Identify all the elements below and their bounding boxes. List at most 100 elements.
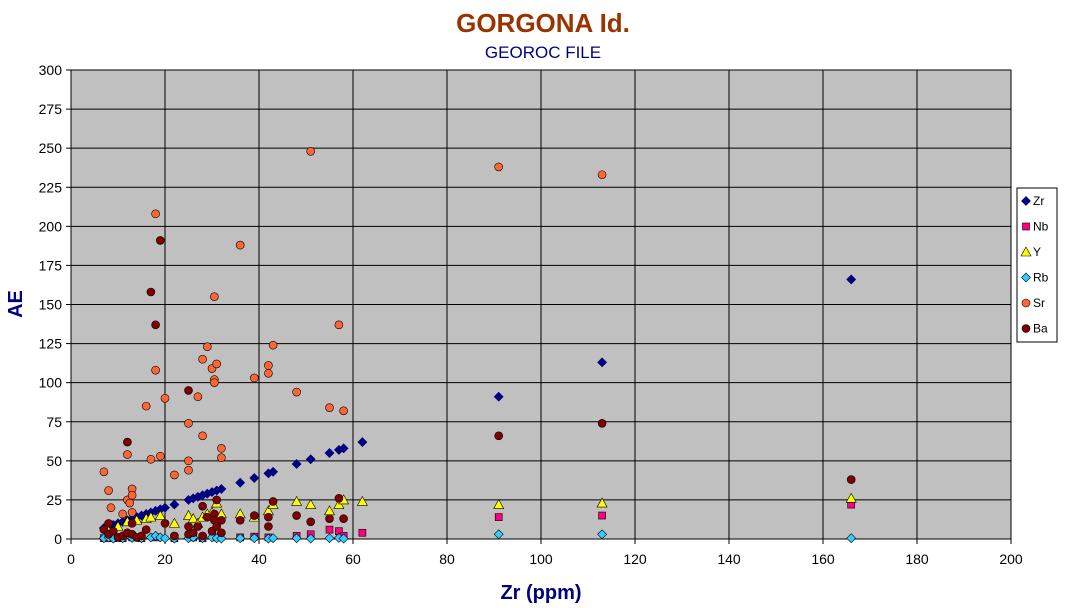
point-rb — [160, 533, 170, 544]
point-ba — [109, 526, 118, 536]
point-rb — [846, 533, 857, 544]
point-sr — [193, 392, 203, 402]
point-sr — [292, 387, 301, 397]
point-ba — [494, 431, 504, 441]
legend-marker-ba — [1021, 324, 1031, 333]
point-zr — [235, 477, 246, 488]
point-sr — [334, 320, 344, 330]
point-ba — [264, 512, 273, 522]
point-sr — [210, 292, 219, 301]
point-ba — [170, 531, 179, 541]
legend-marker-rb — [1021, 272, 1031, 283]
point-sr — [494, 162, 504, 172]
point-sr — [104, 486, 113, 495]
point-nb — [598, 511, 606, 520]
x-tick-label: 120 — [623, 551, 647, 567]
y-axis-label: AE — [5, 290, 27, 318]
x-tick-label: 100 — [529, 551, 553, 567]
point-sr — [217, 453, 226, 463]
point-sr — [264, 361, 273, 370]
point-sr — [212, 359, 221, 369]
point-ba — [846, 475, 856, 484]
point-rb — [268, 533, 279, 544]
y-tick-label: 50 — [46, 453, 62, 469]
point-zr — [357, 437, 368, 447]
point-y — [356, 495, 368, 506]
point-ba — [146, 287, 156, 297]
point-ba — [250, 511, 259, 520]
point-y — [145, 511, 157, 522]
point-rb — [493, 529, 504, 540]
point-zr — [160, 502, 170, 513]
point-rb — [338, 533, 349, 544]
point-sr — [235, 240, 245, 250]
legend-marker-zr — [1021, 196, 1031, 206]
point-ba — [188, 528, 198, 538]
point-rb — [235, 533, 246, 544]
series-y — [103, 492, 857, 536]
point-sr — [210, 378, 219, 387]
point-rb — [249, 533, 260, 544]
point-zr — [305, 454, 316, 465]
point-ba — [334, 494, 344, 503]
point-y — [154, 509, 166, 520]
x-tick-label: 200 — [999, 551, 1023, 567]
legend-label-ba: Ba — [1033, 322, 1048, 336]
chart-subtitle: GEOROC FILE — [485, 43, 601, 62]
point-ba — [151, 320, 160, 330]
x-tick-label: 40 — [251, 551, 267, 567]
point-ba — [235, 515, 245, 525]
x-tick-label: 160 — [811, 551, 835, 567]
point-nb — [494, 513, 503, 521]
point-sr — [151, 365, 160, 375]
x-tick-label: 80 — [439, 551, 455, 567]
y-tick-label: 200 — [39, 218, 63, 234]
point-sr — [127, 508, 137, 517]
point-ba — [212, 522, 221, 531]
point-sr — [118, 509, 127, 519]
y-tick-label: 250 — [39, 140, 63, 156]
y-tick-label: 225 — [39, 179, 63, 195]
legend-label-zr: Zr — [1033, 194, 1044, 208]
x-tick-label: 0 — [67, 551, 75, 567]
point-ba — [268, 497, 278, 506]
point-ba — [137, 531, 146, 541]
legend-box — [1016, 187, 1058, 343]
point-ba — [597, 419, 607, 428]
point-sr — [203, 342, 212, 352]
point-y — [493, 498, 505, 509]
point-zr — [268, 466, 279, 477]
legend-marker-y — [1020, 246, 1032, 257]
point-y — [305, 498, 317, 509]
point-ba — [193, 522, 203, 531]
x-tick-label: 20 — [157, 551, 173, 567]
point-sr — [217, 444, 226, 453]
x-tick-labels: 0 20 40 60 80 100 120 140 160 180 200 — [67, 551, 1023, 567]
point-sr — [184, 456, 193, 466]
point-ba — [264, 522, 273, 531]
legend-label-nb: Nb — [1033, 220, 1049, 234]
point-sr — [264, 368, 273, 378]
x-tick-label: 60 — [345, 551, 361, 567]
point-sr — [250, 373, 259, 383]
point-rb — [305, 533, 316, 544]
point-zr — [324, 448, 335, 458]
legend-label-rb: Rb — [1033, 271, 1049, 285]
point-zr — [597, 357, 608, 368]
point-ba — [156, 236, 165, 245]
point-sr — [127, 490, 137, 500]
point-rb — [324, 533, 335, 544]
point-nb — [325, 525, 334, 534]
point-rb — [597, 529, 608, 540]
x-tick-label: 180 — [905, 551, 929, 567]
point-ba — [123, 437, 132, 447]
point-ba — [198, 531, 207, 541]
point-y — [845, 492, 857, 503]
point-zr — [216, 484, 227, 494]
point-sr — [125, 498, 135, 508]
point-sr — [268, 340, 278, 350]
point-sr — [146, 454, 156, 464]
y-tick-label: 150 — [39, 297, 63, 313]
point-sr — [156, 451, 165, 461]
point-sr — [306, 146, 316, 156]
